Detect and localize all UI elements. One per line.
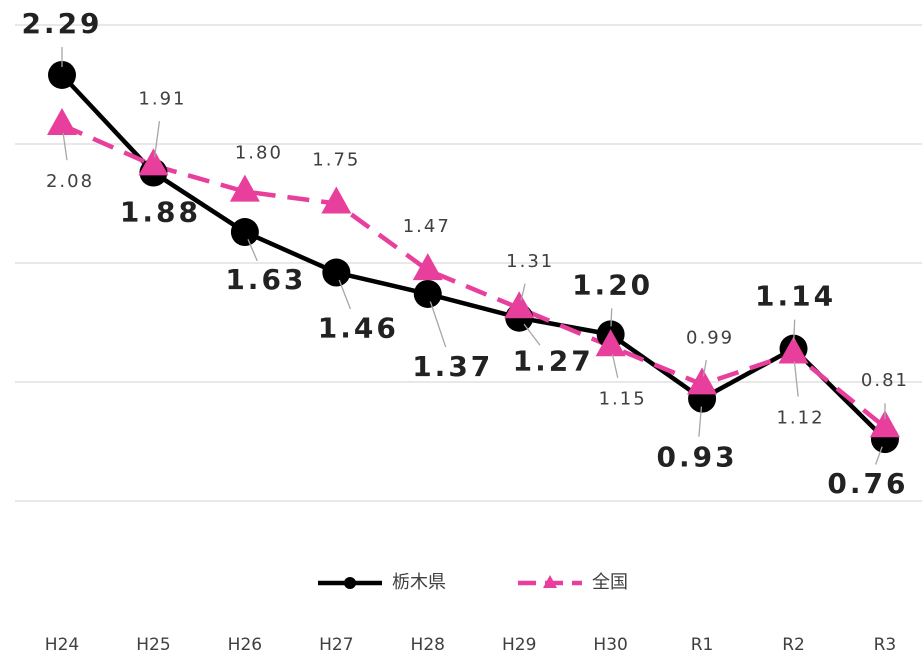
- data-label: 1.63: [225, 263, 306, 296]
- legend-marker: [543, 575, 557, 588]
- data-label: 1.47: [403, 216, 451, 237]
- x-tick-label: H24: [45, 635, 79, 655]
- data-label: 1.46: [318, 312, 399, 345]
- leader-line: [698, 406, 703, 437]
- leader-line: [793, 319, 796, 341]
- point: [778, 336, 809, 364]
- point: [230, 218, 259, 247]
- leader-line: [610, 308, 613, 327]
- data-label: 2.08: [46, 171, 94, 192]
- data-label: 1.75: [312, 150, 360, 171]
- point: [48, 60, 76, 89]
- legend-label: 栃木県: [392, 572, 446, 593]
- leader-line: [338, 279, 352, 310]
- point: [413, 279, 442, 308]
- series-line: [60, 73, 887, 441]
- point: [504, 291, 535, 319]
- leader-line: [611, 353, 619, 378]
- x-tick-label: R1: [691, 635, 714, 655]
- leader-line: [874, 446, 883, 465]
- data-label: 1.12: [776, 407, 824, 428]
- point: [47, 107, 77, 135]
- series-line: [61, 122, 887, 429]
- x-tick-label: H27: [319, 635, 353, 655]
- x-tick-label: H26: [228, 635, 262, 655]
- data-label: 0.99: [686, 327, 734, 348]
- data-label: 0.76: [827, 467, 908, 500]
- data-label: 1.37: [412, 350, 493, 383]
- data-label: 1.15: [599, 388, 647, 409]
- data-label: 1.14: [755, 280, 836, 313]
- data-label: 1.91: [138, 88, 186, 109]
- leader-line: [62, 132, 68, 161]
- leader-line: [153, 121, 161, 158]
- point: [322, 258, 351, 287]
- leader-line: [523, 323, 541, 346]
- leader-line: [793, 361, 799, 397]
- x-tick-label: H28: [411, 635, 445, 655]
- x-tick-label: H29: [502, 635, 536, 655]
- point: [687, 367, 718, 395]
- x-tick-label: H30: [593, 635, 627, 655]
- data-label: 1.20: [572, 268, 653, 301]
- point: [229, 174, 260, 202]
- leader-line: [429, 301, 447, 348]
- leader-line: [247, 239, 258, 262]
- legend-marker: [344, 577, 356, 589]
- point: [412, 253, 443, 281]
- point: [321, 186, 352, 214]
- point: [138, 148, 169, 176]
- data-label: 2.29: [21, 7, 102, 40]
- data-label: 1.80: [235, 143, 283, 164]
- x-tick-label: R3: [874, 635, 897, 655]
- data-label: 0.93: [657, 441, 738, 474]
- leader-line: [702, 359, 707, 377]
- x-tick-label: R2: [782, 635, 805, 655]
- x-tick-label: H25: [136, 635, 170, 655]
- leader-line: [520, 283, 526, 301]
- point: [595, 329, 626, 357]
- data-label: 0.81: [861, 370, 909, 391]
- data-label: 1.31: [506, 251, 554, 272]
- data-label: 1.27: [513, 345, 594, 378]
- point: [869, 410, 900, 438]
- legend-label: 全国: [592, 572, 628, 593]
- data-label: 1.88: [120, 196, 201, 229]
